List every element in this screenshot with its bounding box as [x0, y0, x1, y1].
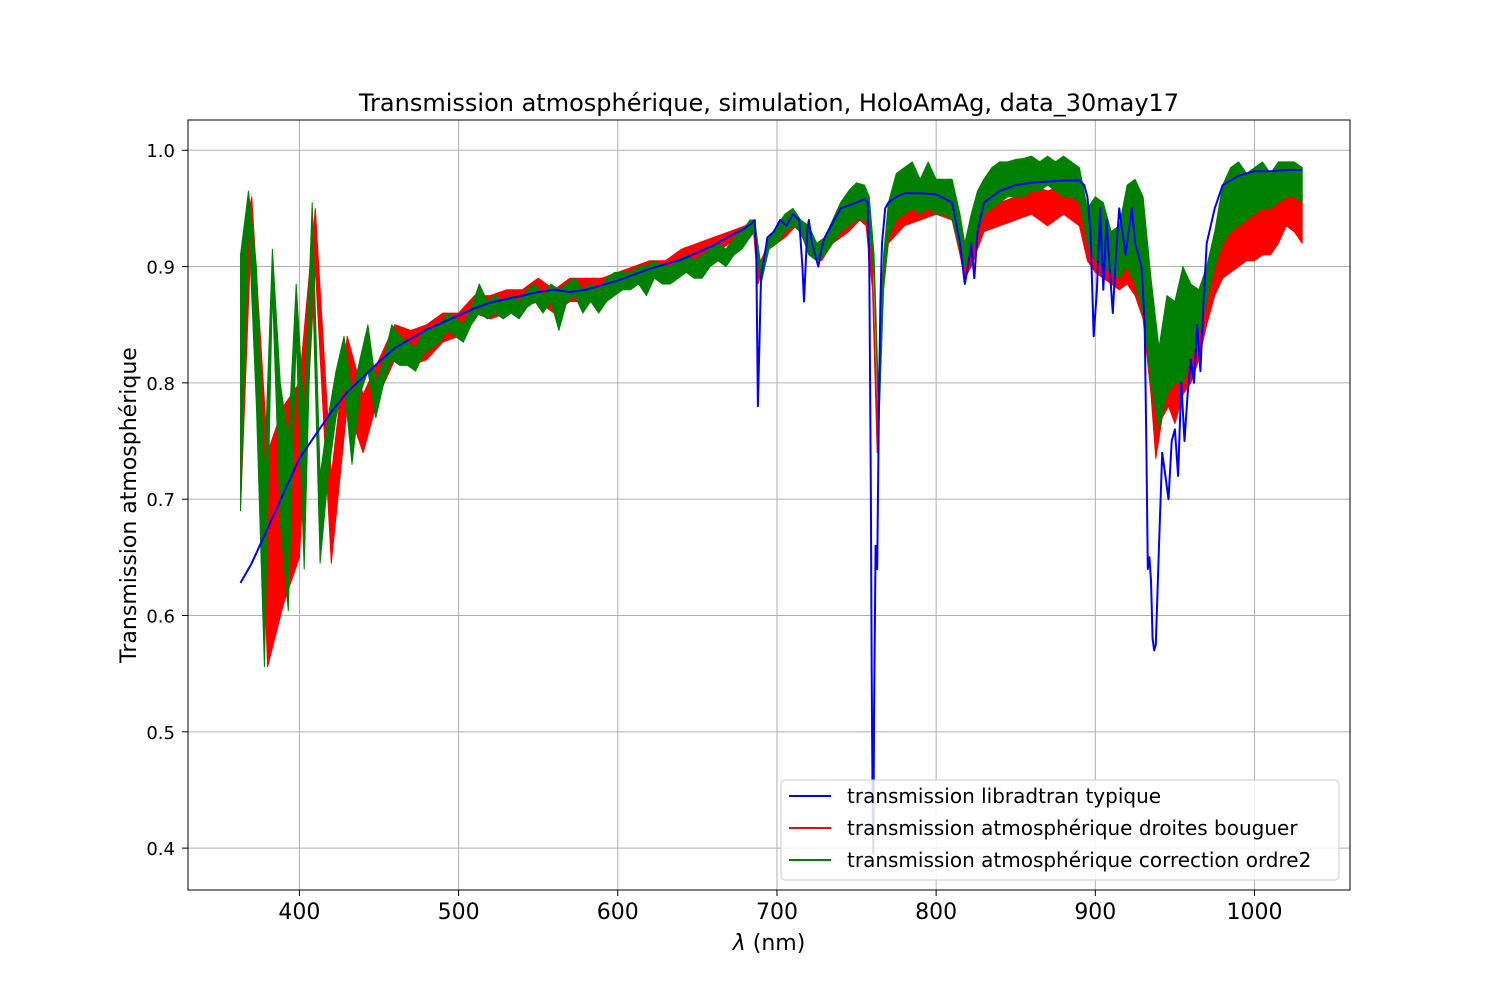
legend-label-libradtran: transmission libradtran typique	[847, 784, 1161, 808]
y-tick-label: 0.5	[146, 723, 175, 744]
y-tick-label: 0.6	[146, 606, 175, 627]
series-line-0	[239, 169, 1303, 855]
plot-frame	[187, 119, 1351, 891]
y-tick-label: 1.0	[146, 141, 175, 162]
x-axis-label: λ (nm)	[732, 931, 806, 956]
y-tick-label: 0.4	[146, 839, 175, 860]
x-tick-label: 600	[597, 900, 639, 925]
y-tick-label: 0.9	[146, 258, 175, 279]
x-tick-label: 400	[278, 900, 320, 925]
x-tick-label: 900	[1074, 900, 1116, 925]
y-axis-label: Transmission atmosphérique	[117, 347, 142, 664]
legend: transmission libradtran typique transmis…	[780, 779, 1340, 881]
legend-label-ordre2: transmission atmosphérique correction or…	[847, 848, 1311, 872]
series-band-2	[240, 155, 1303, 668]
ticks: 400 500 600 700 800 900 1000 0.4 0.5 0.6 0.7 0.8 0.9…	[146, 141, 1282, 925]
x-tick-label: 500	[438, 900, 480, 925]
x-axis-symbol: λ	[732, 931, 746, 956]
x-tick-label: 800	[915, 900, 957, 925]
legend-box	[780, 779, 1340, 881]
y-tick-label: 0.8	[146, 374, 175, 395]
y-tick-label: 0.7	[146, 490, 175, 511]
series-layer	[239, 155, 1303, 855]
x-tick-label: 1000	[1226, 900, 1282, 925]
legend-label-bouguer: transmission atmosphérique droites bougu…	[847, 816, 1298, 840]
x-axis-unit: (nm)	[753, 931, 806, 956]
chart-title: Transmission atmosphérique, simulation, …	[358, 89, 1179, 117]
x-tick-label: 700	[756, 900, 798, 925]
